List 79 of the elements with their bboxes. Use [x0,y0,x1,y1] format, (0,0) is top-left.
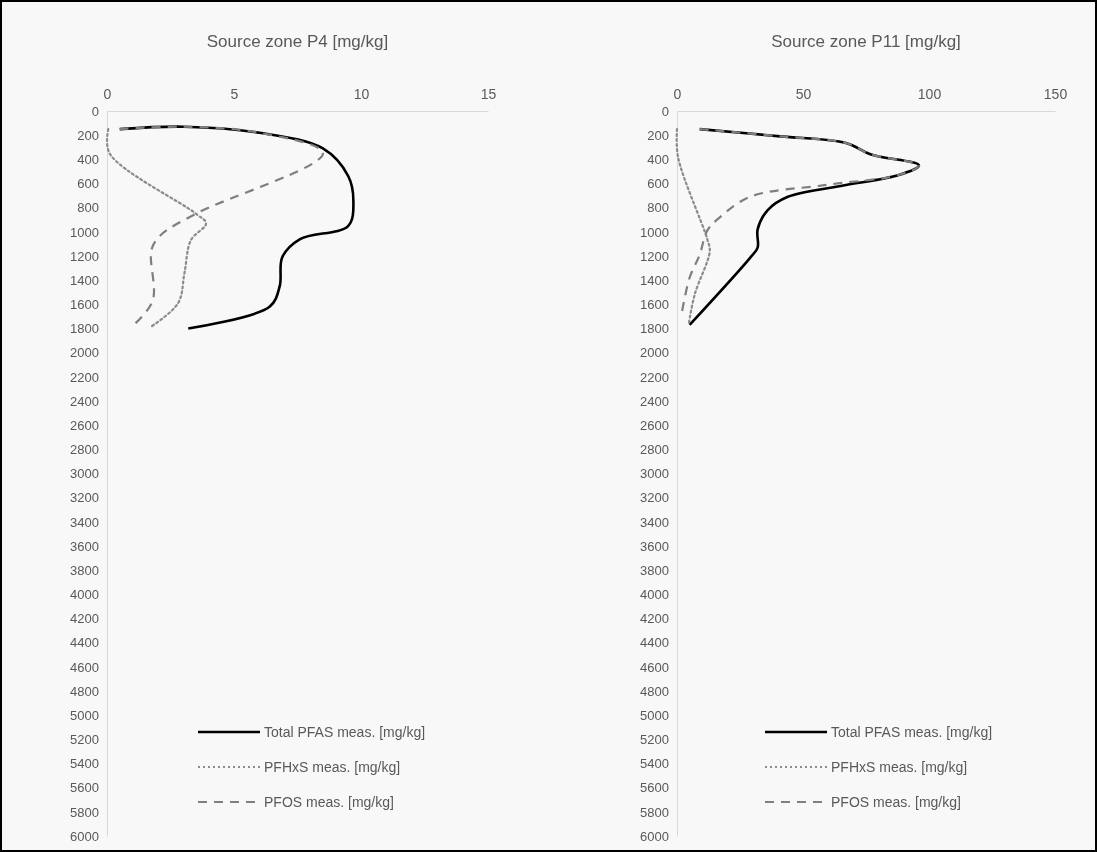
y-tick-label: 5600 [70,780,99,796]
y-tick-label: 5800 [640,804,669,820]
y-tick-label: 6000 [70,828,99,844]
x-tick-label: 15 [480,86,497,102]
y-tick-label: 2200 [640,369,669,385]
x-tick-label: 10 [353,86,370,102]
x-tick-label: 100 [917,86,942,102]
y-tick-label: 3600 [640,538,669,554]
y-tick-label: 2600 [640,417,669,433]
y-tick-label: 2400 [640,393,669,409]
y-tick-label: 2000 [640,345,669,361]
y-tick-label: 3400 [640,514,669,530]
chart-title: Source zone P11 [mg/kg] [771,32,961,51]
y-tick-label: 6000 [640,828,669,844]
y-tick-label: 5600 [640,780,669,796]
y-tick-label: 200 [647,127,669,143]
y-tick-label: 1000 [640,224,669,240]
y-tick-label: 1200 [70,248,99,264]
y-tick-label: 3200 [640,490,669,506]
y-tick-label: 4400 [640,635,669,651]
y-tick-label: 3400 [70,514,99,530]
y-tick-label: 600 [647,176,669,192]
y-tick-label: 400 [647,151,669,167]
y-tick-label: 400 [77,151,99,167]
y-tick-label: 1600 [70,296,99,312]
y-tick-label: 5800 [70,804,99,820]
legend-label: PFOS meas. [mg/kg] [831,794,961,810]
y-tick-label: 4800 [640,683,669,699]
y-tick-label: 2800 [70,441,99,457]
x-tick-label: 0 [103,86,112,102]
legend-label: PFHxS meas. [mg/kg] [264,759,401,775]
y-tick-label: 4000 [640,586,669,602]
y-tick-label: 5200 [640,731,669,747]
y-tick-label: 2800 [640,441,669,457]
y-tick-label: 3200 [70,490,99,506]
y-tick-label: 3800 [70,562,99,578]
y-tick-label: 5000 [70,707,99,723]
y-tick-label: 4400 [70,635,99,651]
legend-label: PFOS meas. [mg/kg] [264,794,394,810]
y-tick-label: 1000 [70,224,99,240]
chart-title: Source zone P4 [mg/kg] [206,32,389,51]
y-tick-label: 4600 [70,659,99,675]
legend-label: Total PFAS meas. [mg/kg] [831,724,993,740]
x-tick-label: 150 [1043,86,1068,102]
y-tick-label: 4200 [640,611,669,627]
y-tick-label: 3800 [640,562,669,578]
legend-label: PFHxS meas. [mg/kg] [831,759,968,775]
y-tick-label: 5400 [640,756,669,772]
y-tick-label: 3600 [70,538,99,554]
y-tick-label: 1400 [70,272,99,288]
x-tick-label: 50 [795,86,812,102]
y-tick-label: 5400 [70,756,99,772]
y-tick-label: 0 [91,103,99,119]
y-tick-label: 2200 [70,369,99,385]
y-tick-label: 3000 [640,466,669,482]
y-tick-label: 3000 [70,466,99,482]
y-tick-label: 4000 [70,586,99,602]
y-tick-label: 5000 [640,707,669,723]
x-tick-label: 0 [673,86,682,102]
line-series [675,128,711,326]
y-tick-label: 2000 [70,345,99,361]
y-tick-label: 600 [77,176,99,192]
y-tick-label: 4600 [640,659,669,675]
y-tick-label: 5200 [70,731,99,747]
y-tick-label: 1800 [640,321,669,337]
legend-label: Total PFAS meas. [mg/kg] [264,724,426,740]
y-tick-label: 2600 [70,417,99,433]
y-tick-label: 200 [77,127,99,143]
y-tick-label: 800 [77,200,99,216]
y-tick-label: 1600 [640,296,669,312]
y-tick-label: 1200 [640,248,669,264]
y-tick-label: 800 [647,200,669,216]
y-tick-label: 1400 [640,272,669,288]
y-tick-label: 0 [661,103,669,119]
y-tick-label: 2400 [70,393,99,409]
y-tick-label: 4800 [70,683,99,699]
x-tick-label: 5 [230,86,239,102]
y-tick-label: 1800 [70,321,99,337]
y-tick-label: 4200 [70,611,99,627]
